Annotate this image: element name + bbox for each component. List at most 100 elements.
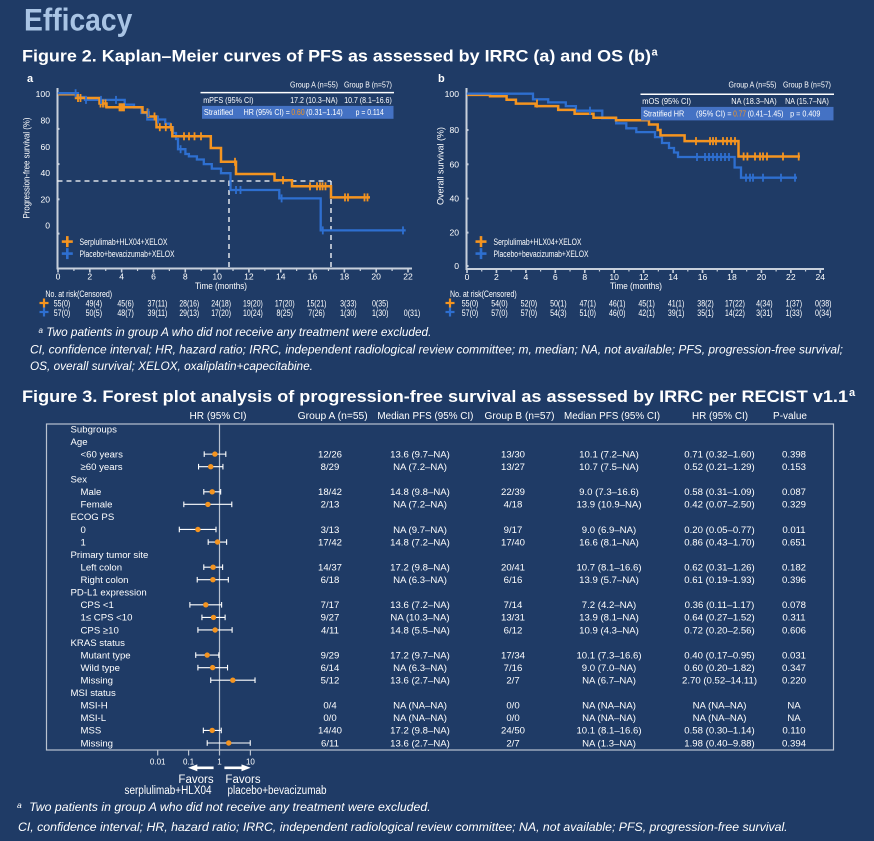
svg-text:0.398: 0.398 — [782, 449, 806, 460]
svg-text:0.72 (0.20–2.56): 0.72 (0.20–2.56) — [684, 625, 754, 636]
svg-text:Time (months): Time (months) — [610, 281, 662, 292]
svg-text:(95% CI) =: (95% CI) = — [696, 109, 732, 119]
svg-text:OS, overall survival; XELOX, o: OS, overall survival; XELOX, oxaliplatin… — [30, 359, 313, 373]
svg-text:placebo+bevacizumab: placebo+bevacizumab — [228, 785, 327, 797]
svg-text:18: 18 — [340, 272, 350, 282]
svg-text:Time (months): Time (months) — [195, 281, 247, 292]
svg-text:NA (NA–NA): NA (NA–NA) — [582, 701, 636, 712]
svg-text:0.011: 0.011 — [782, 525, 805, 536]
svg-text:57(0): 57(0) — [54, 308, 71, 318]
svg-text:17.2 (9.8–NA): 17.2 (9.8–NA) — [390, 726, 450, 737]
svg-text:CI, confidence interval; HR, h: CI, confidence interval; HR, hazard rati… — [18, 820, 788, 834]
svg-text:10.7 (8.1–16.6): 10.7 (8.1–16.6) — [576, 562, 641, 573]
svg-text:46(0): 46(0) — [609, 308, 626, 318]
svg-text:0: 0 — [454, 261, 459, 271]
svg-text:5/12: 5/12 — [321, 676, 340, 687]
svg-text:13.9 (5.7–NA): 13.9 (5.7–NA) — [579, 575, 639, 586]
svg-text:0(34): 0(34) — [815, 308, 832, 318]
svg-text:13.6 (2.7–NA): 13.6 (2.7–NA) — [390, 738, 450, 749]
svg-text:2: 2 — [87, 272, 92, 282]
svg-text:17.2 (9.8–NA): 17.2 (9.8–NA) — [390, 562, 450, 573]
svg-text:Overall survival (%): Overall survival (%) — [436, 127, 446, 205]
svg-text:12: 12 — [244, 272, 254, 282]
svg-text:57(0): 57(0) — [491, 308, 508, 318]
svg-text:NA (18.3–NA): NA (18.3–NA) — [731, 96, 777, 106]
svg-text:7(26): 7(26) — [308, 308, 325, 318]
svg-text:Group B (n=57): Group B (n=57) — [485, 411, 555, 422]
svg-text:P-value: P-value — [773, 411, 808, 422]
svg-text:22/39: 22/39 — [501, 487, 525, 498]
svg-text:6/11: 6/11 — [321, 738, 339, 749]
svg-text:0: 0 — [465, 272, 470, 282]
svg-text:3(31): 3(31) — [756, 308, 773, 318]
svg-text:4: 4 — [523, 272, 528, 282]
svg-text:10: 10 — [246, 758, 255, 767]
svg-text:0: 0 — [56, 272, 61, 282]
svg-text:0.329: 0.329 — [782, 500, 806, 511]
svg-text:24/50: 24/50 — [501, 726, 525, 737]
svg-text:NA (NA–NA): NA (NA–NA) — [393, 701, 447, 712]
svg-text:Female: Female — [81, 500, 113, 511]
svg-text:0(38): 0(38) — [815, 299, 832, 309]
svg-text:4: 4 — [119, 272, 124, 282]
svg-text:7.2 (4.2–NA): 7.2 (4.2–NA) — [582, 600, 636, 611]
svg-text:2/7: 2/7 — [506, 738, 519, 749]
svg-text:a: a — [27, 73, 34, 85]
svg-text:0/0: 0/0 — [506, 701, 519, 712]
svg-text:0(31): 0(31) — [404, 308, 421, 318]
svg-text:0.01: 0.01 — [150, 758, 166, 767]
svg-text:NA (NA–NA): NA (NA–NA) — [582, 713, 636, 724]
svg-text:Group B (n=57): Group B (n=57) — [344, 80, 392, 90]
svg-text:0.220: 0.220 — [782, 676, 806, 687]
svg-text:1.98 (0.40–9.88): 1.98 (0.40–9.88) — [684, 738, 754, 749]
svg-text:0.42 (0.07–2.50): 0.42 (0.07–2.50) — [684, 500, 754, 511]
svg-text:NA: NA — [787, 701, 801, 712]
svg-text:2: 2 — [494, 272, 499, 282]
svg-text:6/12: 6/12 — [504, 625, 523, 636]
svg-text:8(25): 8(25) — [276, 308, 293, 318]
svg-text:14/37: 14/37 — [318, 562, 342, 573]
svg-text:39(1): 39(1) — [668, 308, 685, 318]
svg-text:0.347: 0.347 — [782, 663, 806, 674]
svg-text:29(13): 29(13) — [179, 308, 199, 318]
svg-text:20: 20 — [757, 272, 767, 282]
svg-text:40: 40 — [40, 168, 50, 178]
svg-text:b: b — [438, 73, 445, 85]
svg-text:(0.31–1.14): (0.31–1.14) — [306, 107, 343, 117]
svg-text:17/40: 17/40 — [501, 537, 525, 548]
svg-text:13/30: 13/30 — [501, 449, 525, 460]
svg-text:10.7 (8.1–16.6): 10.7 (8.1–16.6) — [344, 95, 392, 105]
svg-text:Serplulimab+HLX04+XELOX: Serplulimab+HLX04+XELOX — [80, 237, 168, 247]
svg-text:16.6 (8.1–NA): 16.6 (8.1–NA) — [579, 537, 639, 548]
svg-text:39(11): 39(11) — [148, 308, 168, 318]
svg-text:0.52 (0.21–1.29): 0.52 (0.21–1.29) — [684, 462, 754, 473]
svg-text:0.394: 0.394 — [782, 738, 807, 749]
svg-text:18/42: 18/42 — [318, 487, 342, 498]
svg-text:0(35): 0(35) — [372, 299, 389, 309]
svg-text:51(0): 51(0) — [580, 308, 597, 318]
svg-text:9.0 (7.0–NA): 9.0 (7.0–NA) — [582, 663, 636, 674]
svg-text:a Two patients in group A who: a Two patients in group A who did not re… — [17, 800, 431, 814]
svg-text:17(20): 17(20) — [211, 308, 231, 318]
svg-text:Primary tumor site: Primary tumor site — [71, 550, 149, 561]
svg-text:0/4: 0/4 — [323, 701, 337, 712]
svg-text:0.182: 0.182 — [782, 562, 806, 573]
svg-text:NA (1.3–NA): NA (1.3–NA) — [582, 738, 636, 749]
svg-text:13.9 (8.1–NA): 13.9 (8.1–NA) — [579, 613, 639, 624]
svg-text:MSI-H: MSI-H — [81, 701, 108, 712]
svg-text:0.087: 0.087 — [782, 487, 806, 498]
svg-text:1(30): 1(30) — [372, 308, 389, 318]
svg-text:60: 60 — [40, 142, 50, 152]
svg-text:22: 22 — [403, 272, 413, 282]
svg-text:48(7): 48(7) — [117, 308, 134, 318]
svg-text:22: 22 — [786, 272, 796, 282]
svg-text:MSI-L: MSI-L — [81, 713, 107, 724]
svg-text:Mutant type: Mutant type — [81, 650, 131, 661]
svg-text:Figure 2. Kaplan–Meier curves: Figure 2. Kaplan–Meier curves of PFS as … — [22, 48, 651, 66]
svg-text:55(0): 55(0) — [462, 299, 479, 309]
svg-text:ECOG PS: ECOG PS — [71, 512, 115, 523]
svg-text:1: 1 — [217, 758, 222, 767]
svg-text:0.40 (0.17–0.95): 0.40 (0.17–0.95) — [684, 650, 754, 661]
svg-text:NA (9.7–NA): NA (9.7–NA) — [393, 525, 447, 536]
svg-text:0.311: 0.311 — [782, 613, 805, 624]
